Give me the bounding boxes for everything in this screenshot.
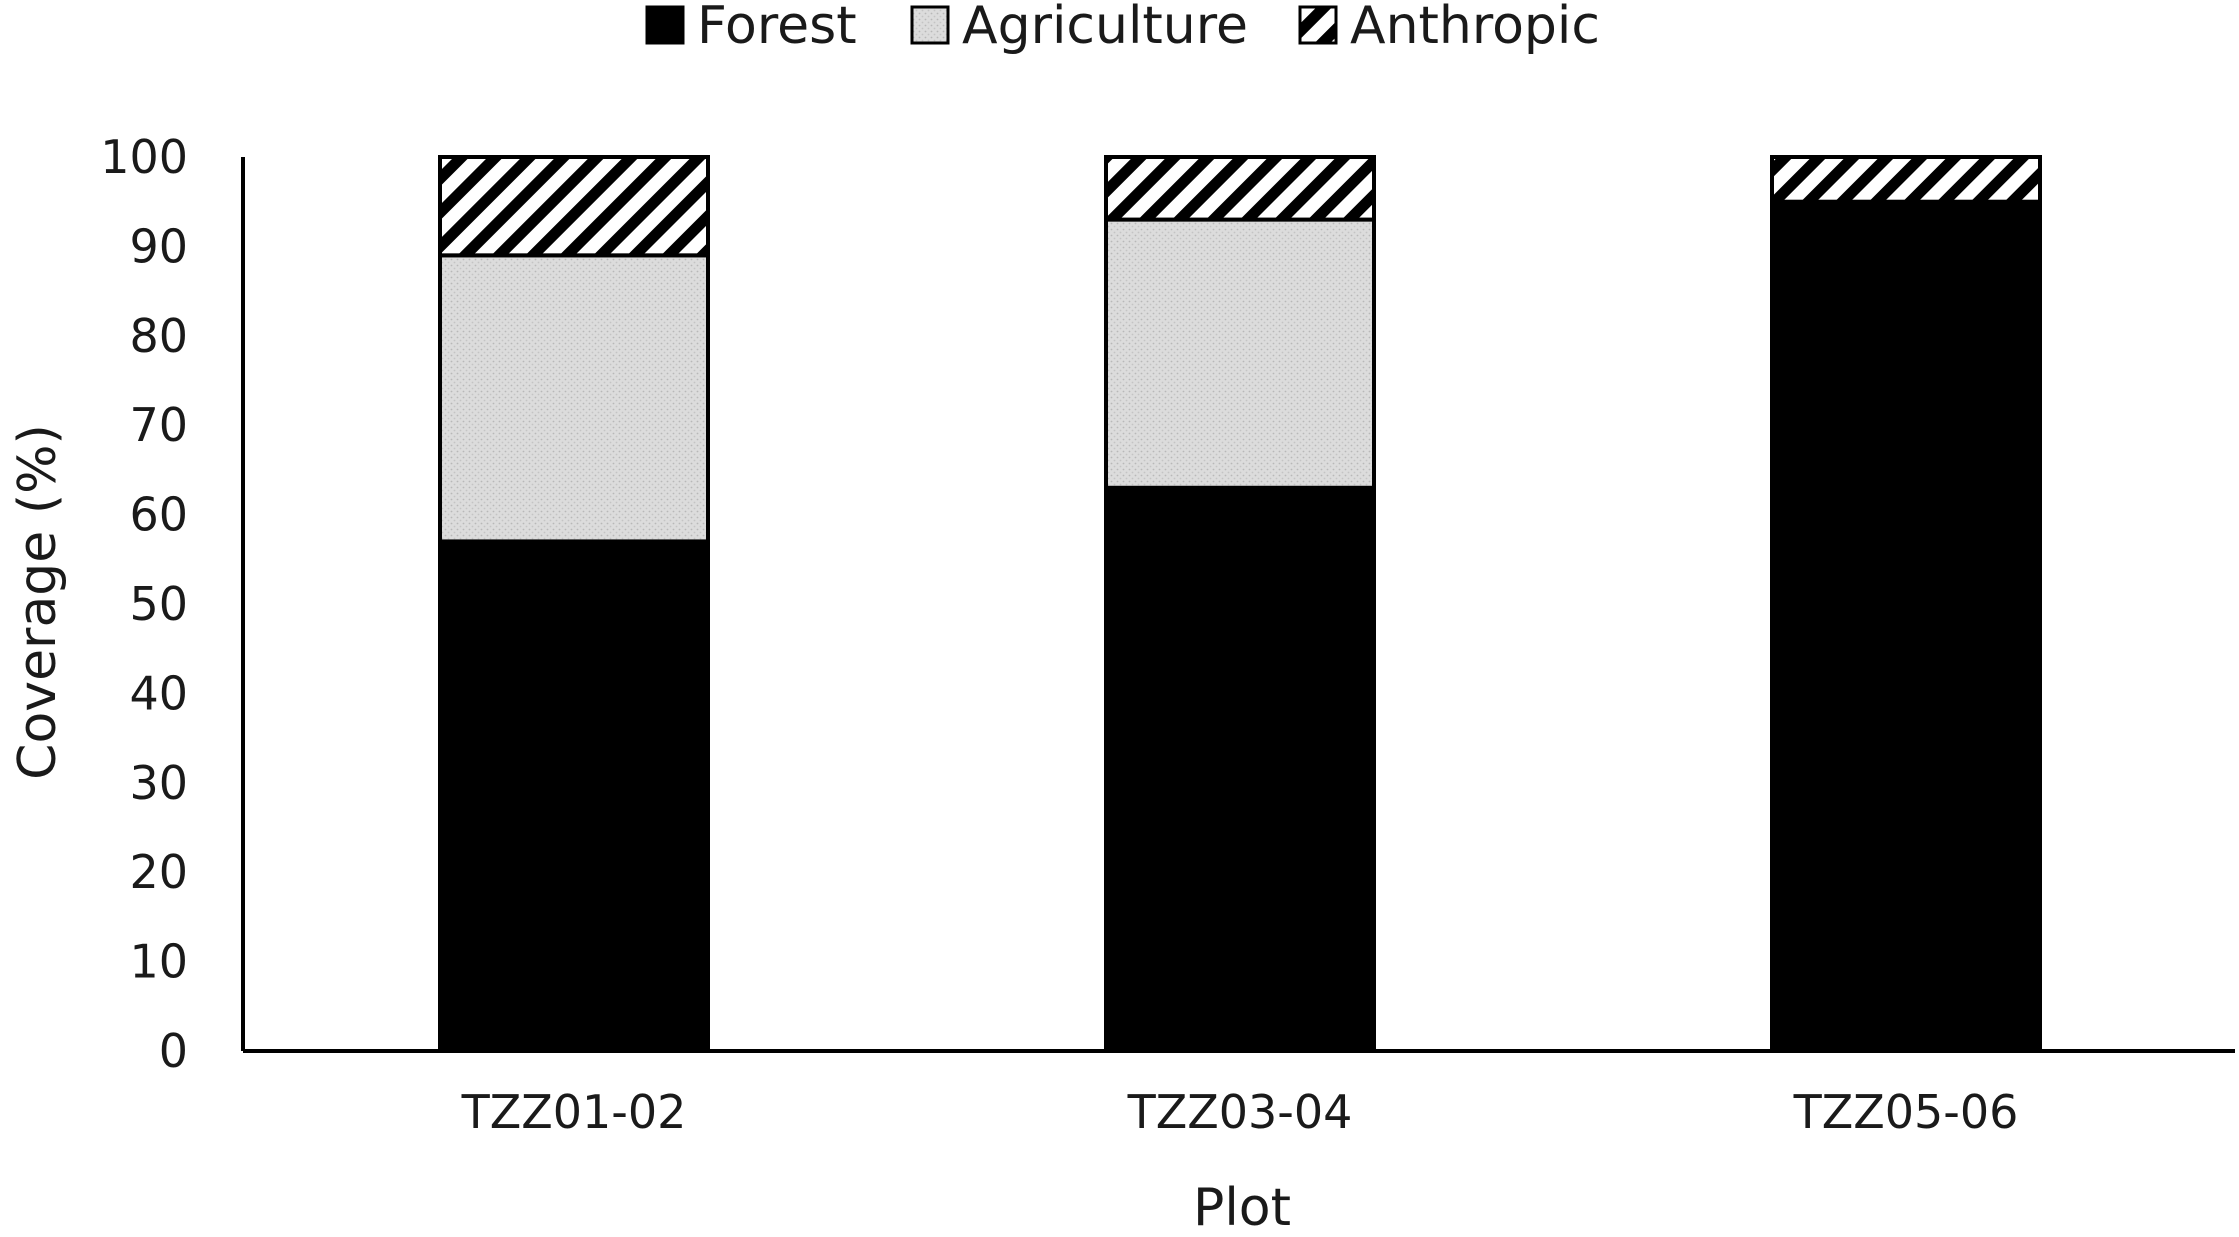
legend-item: Anthropic	[1298, 0, 1600, 56]
legend-swatch	[1298, 5, 1338, 45]
y-tick-label: 30	[129, 756, 188, 810]
legend-item: Agriculture	[910, 0, 1248, 56]
bars	[438, 155, 2042, 1053]
y-tick-label: 10	[129, 935, 188, 989]
x-tick-label: TZZ03-04	[1127, 1085, 1353, 1139]
bar-stack	[438, 155, 710, 1053]
x-tick-label: TZZ01-02	[461, 1085, 687, 1139]
y-tick-label: 50	[129, 577, 188, 631]
y-tick-label: 0	[159, 1024, 188, 1078]
y-tick-label: 80	[129, 309, 188, 363]
x-tick-label: TZZ05-06	[1793, 1085, 2019, 1139]
y-tick-label: 90	[129, 219, 188, 273]
bar-stack	[1104, 155, 1376, 1053]
y-axis: 0 10 20 30 40 50 60 70 80 90 100	[100, 130, 245, 1078]
y-axis-title: Coverage (%)	[8, 424, 68, 780]
legend-label: Anthropic	[1350, 0, 1600, 56]
bar-segment-agriculture	[1104, 217, 1376, 490]
y-tick-label: 70	[129, 398, 188, 452]
legend: Forest Agriculture Anthropic	[645, 0, 1600, 56]
legend-label: Forest	[697, 0, 857, 56]
bar-segment-forest	[1770, 199, 2042, 1053]
y-tick-label: 60	[129, 488, 188, 542]
y-tick-label: 20	[129, 845, 188, 899]
y-tick-label: 100	[100, 130, 188, 184]
bar-segment-anthropic	[1770, 155, 2042, 204]
legend-swatch	[645, 5, 685, 45]
legend-label: Agriculture	[962, 0, 1248, 56]
bar-segment-agriculture	[438, 253, 710, 544]
legend-swatch	[910, 5, 950, 45]
legend-item: Forest	[645, 0, 857, 56]
x-axis-title: Plot	[1193, 1178, 1291, 1233]
bar-segment-anthropic	[1104, 155, 1376, 222]
x-axis: TZZ01-02 TZZ03-04 TZZ05-06	[243, 1049, 2235, 1139]
bar-segment-forest	[1104, 485, 1376, 1053]
bar-stack	[1770, 155, 2042, 1053]
y-tick-label: 40	[129, 666, 188, 720]
bar-segment-anthropic	[438, 155, 710, 258]
bar-segment-forest	[438, 539, 710, 1053]
